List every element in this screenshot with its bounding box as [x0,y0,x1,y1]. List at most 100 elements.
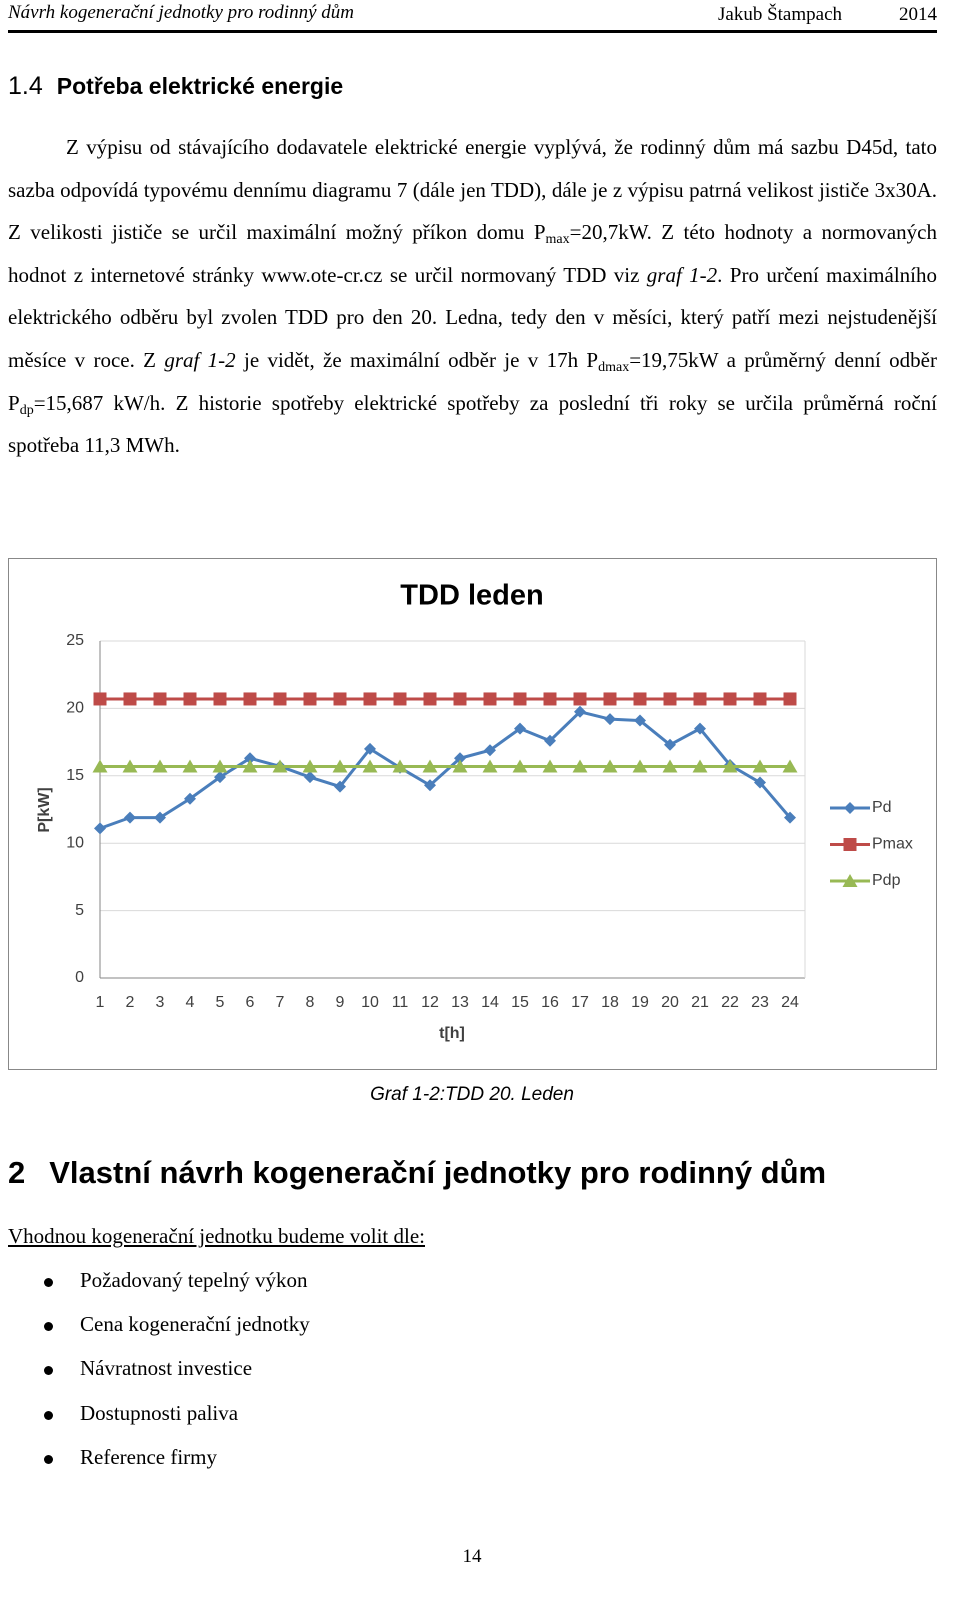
marker [752,759,768,773]
italic-text: graf 1-2 [646,262,718,287]
page-header: Návrh kogenerační jednotky pro rodinný d… [8,2,937,33]
legend-label: Pdp [872,872,901,889]
marker [334,780,346,793]
x-tick-label: 4 [186,994,195,1011]
marker [303,692,317,706]
marker [604,713,616,726]
section-heading: 1.4 Potřeba elektrické energie [8,72,343,101]
marker [184,792,196,805]
section-title: Potřeba elektrické energie [56,73,344,99]
marker [272,759,288,773]
x-tick-label: 3 [156,994,165,1011]
marker [484,744,496,757]
bullet [44,1322,53,1332]
marker [543,692,557,706]
marker [363,692,377,706]
section-heading: 2 Vlastní návrh kogenerační jednotky pro … [8,1155,826,1191]
marker [243,692,257,706]
figure-caption: Graf 1-2:TDD 20. Leden [370,1084,574,1105]
section-number: 1.4 [8,72,43,100]
marker [603,692,617,706]
x-tick-label: 16 [541,994,559,1011]
marker [364,742,376,755]
marker [422,759,438,773]
bullet [44,1410,53,1420]
marker [753,692,767,706]
marker [513,692,527,706]
x-tick-label: 6 [246,994,255,1011]
bullet [44,1366,53,1376]
subscript: dp [19,402,34,418]
page-number: 14 [462,1546,482,1567]
x-tick-label: 21 [691,994,709,1011]
marker [784,811,796,824]
marker [722,759,738,773]
marker [694,722,706,735]
marker [92,759,108,773]
marker [452,759,468,773]
series-line [99,710,792,830]
marker [663,692,677,706]
marker [483,692,497,706]
marker [332,759,348,773]
marker [393,692,407,706]
marker [633,692,647,706]
marker [273,692,287,706]
chart-frame [8,558,937,1070]
subscript: dmax [598,359,630,375]
x-tick-label: 19 [631,994,649,1011]
x-tick-label: 24 [781,994,799,1011]
marker [123,692,137,706]
list-item: Požadovaný tepelný výkon [80,1268,308,1292]
marker [693,692,707,706]
x-tick-label: 17 [571,994,589,1011]
y-tick-label: 15 [66,767,84,784]
text-run: . Pro určení maximálního elektrického od… [8,262,937,372]
marker [153,692,167,706]
y-tick-label: 20 [66,700,84,717]
marker [632,759,648,773]
marker [242,759,258,773]
x-tick-label: 14 [481,994,499,1011]
x-tick-label: 20 [661,994,679,1011]
marker [213,692,227,706]
x-tick-label: 8 [306,994,315,1011]
marker [842,874,858,887]
x-tick-label: 23 [751,994,769,1011]
y-tick-label: 0 [75,969,84,986]
x-tick-label: 13 [451,994,469,1011]
marker [152,759,168,773]
marker [154,811,166,824]
marker [392,759,408,773]
marker [754,776,766,789]
text-run: Z výpisu od stávajícího dodavatele elekt… [8,135,937,245]
marker [424,779,436,792]
list-item: Dostupnosti paliva [80,1400,239,1425]
x-tick-label: 9 [336,994,345,1011]
marker [302,759,318,773]
y-tick-label: 10 [66,834,84,851]
marker [94,822,106,835]
marker [544,734,556,747]
italic-text: graf 1-2 [164,347,236,372]
marker [723,692,737,706]
paragraph: Z výpisu od stávajícího dodavatele elekt… [8,126,937,467]
x-tick-label: 18 [601,994,619,1011]
marker [183,692,197,706]
x-tick-label: 2 [126,994,135,1011]
marker [574,705,586,718]
list-intro: Vhodnou kogenerační jednotku budeme voli… [8,1224,425,1248]
marker [214,771,226,784]
marker [782,759,798,773]
marker [783,692,797,706]
bullet [44,1278,53,1287]
x-tick-label: 11 [392,994,409,1011]
marker [482,759,498,773]
marker [453,692,467,706]
list-item: Cena kogenerační jednotky [80,1312,310,1337]
header-year: 2014 [899,4,937,25]
y-tick-label: 5 [75,902,84,919]
y-axis-label: P[kW] [36,787,53,832]
